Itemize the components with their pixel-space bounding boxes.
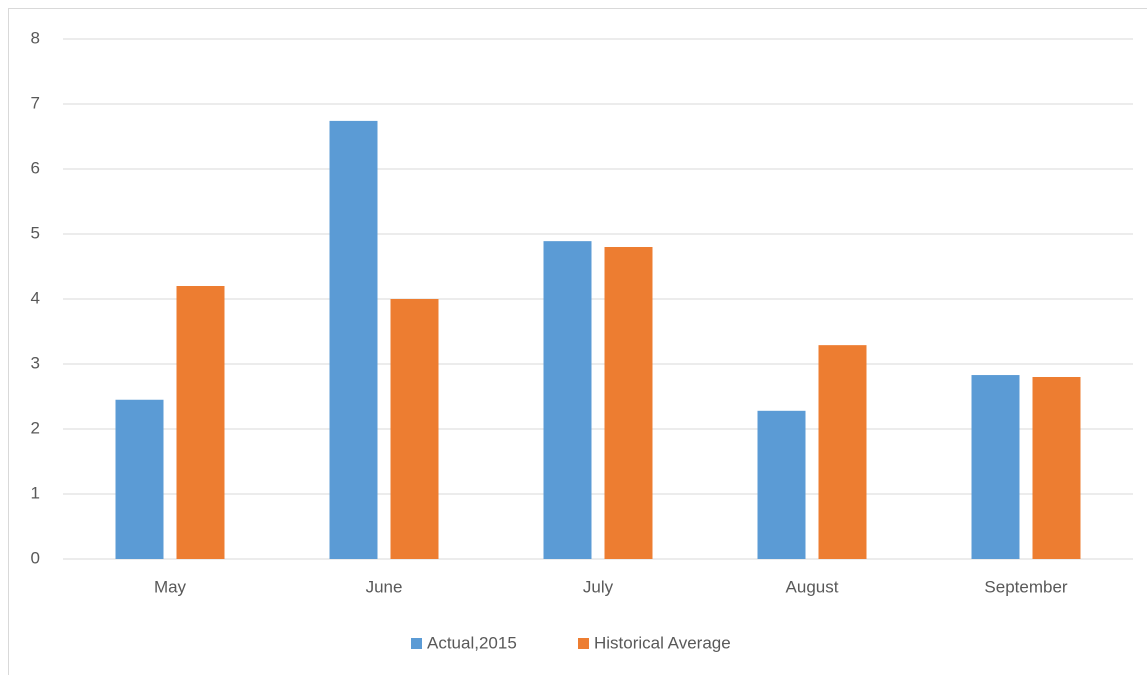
bar	[1032, 377, 1081, 559]
y-tick-label: 2	[31, 418, 40, 437]
bar	[543, 241, 592, 559]
bar	[176, 286, 225, 559]
bar	[329, 120, 378, 560]
chart-border	[8, 8, 1147, 675]
legend-swatch	[578, 638, 589, 649]
x-tick-label: May	[154, 577, 187, 596]
y-tick-label: 5	[31, 223, 40, 242]
bar	[390, 299, 439, 559]
y-tick-label: 8	[31, 28, 40, 47]
y-tick-label: 7	[31, 93, 40, 112]
bar	[971, 375, 1020, 559]
x-tick-label: September	[984, 577, 1067, 596]
legend-label: Historical Average	[594, 633, 731, 652]
legend-swatch	[411, 638, 422, 649]
y-tick-label: 6	[31, 158, 40, 177]
y-tick-label: 0	[31, 548, 40, 567]
bar	[757, 410, 806, 559]
x-tick-label: July	[583, 577, 614, 596]
bar	[115, 399, 164, 559]
y-tick-label: 1	[31, 483, 40, 502]
x-tick-label: August	[786, 577, 839, 596]
bar	[604, 247, 653, 559]
y-tick-label: 3	[31, 353, 40, 372]
x-tick-label: June	[366, 577, 403, 596]
y-tick-label: 4	[31, 288, 40, 307]
bar	[818, 345, 867, 559]
legend-label: Actual,2015	[427, 633, 517, 652]
